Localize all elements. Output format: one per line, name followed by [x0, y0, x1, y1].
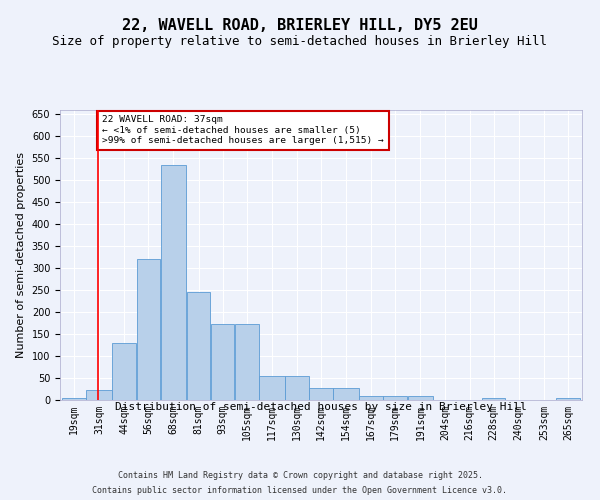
- Bar: [556, 398, 580, 400]
- Text: 22, WAVELL ROAD, BRIERLEY HILL, DY5 2EU: 22, WAVELL ROAD, BRIERLEY HILL, DY5 2EU: [122, 18, 478, 32]
- Bar: [137, 260, 160, 400]
- Bar: [334, 388, 359, 400]
- Bar: [309, 388, 333, 400]
- Bar: [86, 390, 112, 400]
- Bar: [259, 376, 284, 400]
- Bar: [285, 376, 309, 400]
- Bar: [187, 292, 211, 400]
- Bar: [211, 324, 235, 400]
- Bar: [235, 324, 259, 400]
- Bar: [383, 396, 407, 400]
- Bar: [112, 343, 136, 400]
- Text: Distribution of semi-detached houses by size in Brierley Hill: Distribution of semi-detached houses by …: [115, 402, 527, 412]
- Text: Contains public sector information licensed under the Open Government Licence v3: Contains public sector information licen…: [92, 486, 508, 495]
- Bar: [407, 396, 433, 400]
- Text: Contains HM Land Registry data © Crown copyright and database right 2025.: Contains HM Land Registry data © Crown c…: [118, 471, 482, 480]
- Y-axis label: Number of semi-detached properties: Number of semi-detached properties: [16, 152, 26, 358]
- Bar: [482, 398, 505, 400]
- Bar: [161, 165, 186, 400]
- Bar: [62, 398, 86, 400]
- Bar: [359, 396, 383, 400]
- Text: 22 WAVELL ROAD: 37sqm
← <1% of semi-detached houses are smaller (5)
>99% of semi: 22 WAVELL ROAD: 37sqm ← <1% of semi-deta…: [102, 116, 384, 145]
- Text: Size of property relative to semi-detached houses in Brierley Hill: Size of property relative to semi-detach…: [53, 35, 548, 48]
